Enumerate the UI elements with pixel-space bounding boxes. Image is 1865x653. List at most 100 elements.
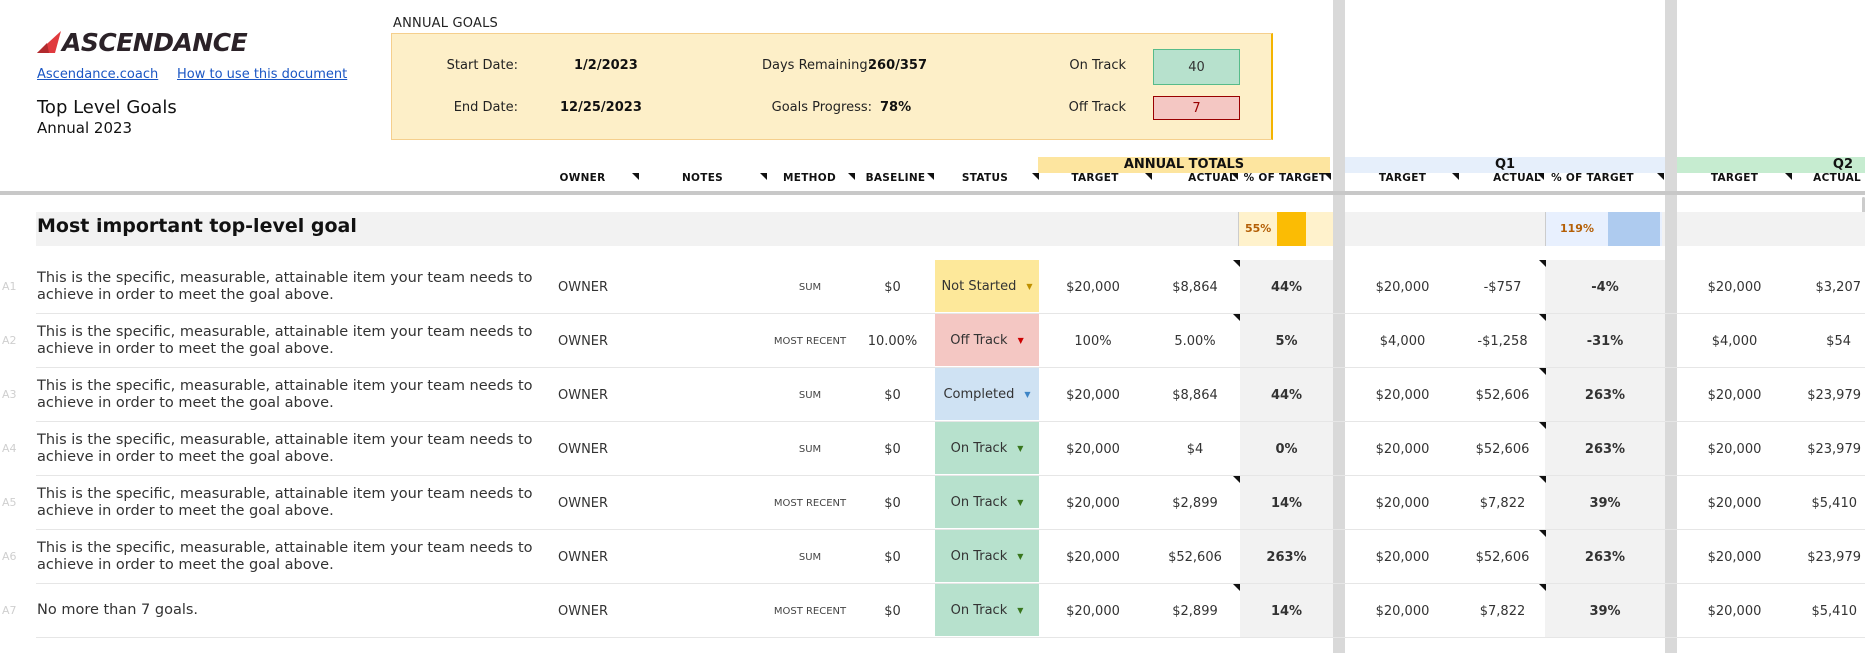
ascendance-coach-link[interactable]: Ascendance.coach xyxy=(37,67,159,82)
row-description[interactable]: This is the specific, measurable, attain… xyxy=(37,540,533,573)
row-description[interactable]: No more than 7 goals. xyxy=(37,602,199,618)
q1-target-cell[interactable]: $20,000 xyxy=(1375,279,1430,295)
end-date-value[interactable]: 12/25/2023 xyxy=(560,100,642,115)
annual-target-cell[interactable]: $20,000 xyxy=(1066,549,1120,565)
table-row[interactable]: A6 This is the specific, measurable, att… xyxy=(0,530,1865,584)
q2-actual-cell[interactable]: $23,979 xyxy=(1807,387,1861,403)
annual-actual-cell[interactable]: $2,899 xyxy=(1172,603,1218,619)
how-to-use-link[interactable]: How to use this document xyxy=(177,67,348,82)
col-notes[interactable]: NOTES xyxy=(681,172,724,184)
annual-actual-cell[interactable]: $4 xyxy=(1186,441,1204,457)
q1-target-cell[interactable]: $20,000 xyxy=(1375,441,1430,457)
q2-target-cell[interactable]: $4,000 xyxy=(1711,333,1758,349)
owner-cell[interactable]: OWNER xyxy=(558,549,609,565)
baseline-cell[interactable]: $0 xyxy=(884,495,901,511)
row-description[interactable]: This is the specific, measurable, attain… xyxy=(37,324,533,357)
q1-actual-cell[interactable]: $52,606 xyxy=(1475,549,1530,565)
q2-target-cell[interactable]: $20,000 xyxy=(1707,279,1762,295)
method-cell[interactable]: MOST RECENT xyxy=(773,335,847,347)
col-q2-actual[interactable]: ACTUAL xyxy=(1813,172,1861,184)
method-cell[interactable]: SUM xyxy=(798,281,822,293)
method-cell[interactable]: MOST RECENT xyxy=(773,497,847,509)
owner-cell[interactable]: OWNER xyxy=(558,333,609,349)
q1-actual-cell[interactable]: $52,606 xyxy=(1475,441,1530,457)
annual-actual-cell[interactable]: $8,864 xyxy=(1172,279,1218,295)
annual-actual-cell[interactable]: $8,864 xyxy=(1172,387,1218,403)
start-date-value[interactable]: 1/2/2023 xyxy=(574,58,638,73)
row-description[interactable]: This is the specific, measurable, attain… xyxy=(37,486,533,519)
q2-target-cell[interactable]: $20,000 xyxy=(1707,387,1762,403)
method-cell[interactable]: SUM xyxy=(798,443,822,455)
col-annual-actual[interactable]: ACTUAL xyxy=(1188,172,1236,184)
col-status[interactable]: STATUS xyxy=(961,172,1009,184)
goal-title[interactable]: Most important top-level goal xyxy=(37,215,357,237)
frozen-row-divider[interactable] xyxy=(0,191,1865,195)
annual-actual-cell[interactable]: $2,899 xyxy=(1172,495,1218,511)
q2-target-cell[interactable]: $20,000 xyxy=(1707,549,1762,565)
q1-target-cell[interactable]: $20,000 xyxy=(1375,387,1430,403)
col-owner[interactable]: OWNER xyxy=(559,172,606,184)
col-method[interactable]: METHOD xyxy=(782,172,836,184)
table-row[interactable]: A4 This is the specific, measurable, att… xyxy=(0,422,1865,476)
annual-actual-cell[interactable]: 5.00% xyxy=(1174,333,1216,349)
owner-cell[interactable]: OWNER xyxy=(558,495,609,511)
status-dropdown[interactable]: On Track ▼ xyxy=(935,422,1039,476)
q2-target-cell[interactable]: $20,000 xyxy=(1707,441,1762,457)
status-dropdown[interactable]: On Track ▼ xyxy=(935,476,1039,530)
status-dropdown[interactable]: Completed ▼ xyxy=(935,368,1039,422)
table-row[interactable]: A3 This is the specific, measurable, att… xyxy=(0,368,1865,422)
annual-target-cell[interactable]: $20,000 xyxy=(1066,387,1120,403)
baseline-cell[interactable]: $0 xyxy=(884,441,901,457)
row-description[interactable]: This is the specific, measurable, attain… xyxy=(37,432,533,465)
annual-target-cell[interactable]: $20,000 xyxy=(1066,603,1120,619)
q2-target-cell[interactable]: $20,000 xyxy=(1707,603,1762,619)
q2-actual-cell[interactable]: $23,979 xyxy=(1807,549,1861,565)
q2-actual-cell[interactable]: $5,410 xyxy=(1811,603,1858,619)
annual-target-cell[interactable]: $20,000 xyxy=(1066,441,1120,457)
q1-actual-cell[interactable]: $7,822 xyxy=(1479,495,1526,511)
row-description[interactable]: This is the specific, measurable, attain… xyxy=(37,378,533,411)
q1-target-cell[interactable]: $20,000 xyxy=(1375,549,1430,565)
method-cell[interactable]: SUM xyxy=(798,551,822,563)
col-q2-target[interactable]: TARGET xyxy=(1710,172,1759,184)
status-dropdown[interactable]: On Track ▼ xyxy=(935,530,1039,584)
status-dropdown[interactable]: Off Track ▼ xyxy=(935,314,1039,368)
col-annual-target[interactable]: TARGET xyxy=(1071,172,1119,184)
baseline-cell[interactable]: $0 xyxy=(884,387,901,403)
status-dropdown[interactable]: Not Started ▼ xyxy=(935,260,1039,314)
col-q1-target[interactable]: TARGET xyxy=(1378,172,1427,184)
owner-cell[interactable]: OWNER xyxy=(558,441,609,457)
status-dropdown[interactable]: On Track ▼ xyxy=(935,584,1039,638)
baseline-cell[interactable]: $0 xyxy=(884,603,901,619)
q1-target-cell[interactable]: $20,000 xyxy=(1375,495,1430,511)
q1-actual-cell[interactable]: $7,822 xyxy=(1479,603,1526,619)
col-baseline[interactable]: BASELINE xyxy=(865,172,926,184)
table-row[interactable]: A5 This is the specific, measurable, att… xyxy=(0,476,1865,530)
q1-target-cell[interactable]: $4,000 xyxy=(1379,333,1426,349)
method-cell[interactable]: SUM xyxy=(798,389,822,401)
col-annual-pct[interactable]: % OF TARGET xyxy=(1243,172,1327,184)
annual-target-cell[interactable]: 100% xyxy=(1074,333,1112,349)
owner-cell[interactable]: OWNER xyxy=(558,279,609,295)
q1-actual-cell[interactable]: -$1,258 xyxy=(1477,333,1528,349)
col-q1-pct[interactable]: % OF TARGET xyxy=(1551,172,1634,184)
q1-actual-cell[interactable]: $52,606 xyxy=(1475,387,1530,403)
row-description[interactable]: This is the specific, measurable, attain… xyxy=(37,270,533,303)
baseline-cell[interactable]: $0 xyxy=(884,549,901,565)
baseline-cell[interactable]: 10.00% xyxy=(867,333,918,349)
q2-actual-cell[interactable]: $54 xyxy=(1826,333,1851,349)
q2-actual-cell[interactable]: $5,410 xyxy=(1811,495,1858,511)
scrollbar-handle[interactable] xyxy=(1862,197,1865,221)
col-q1-actual[interactable]: ACTUAL xyxy=(1493,172,1541,184)
baseline-cell[interactable]: $0 xyxy=(884,279,901,295)
q2-target-cell[interactable]: $20,000 xyxy=(1707,495,1762,511)
q2-actual-cell[interactable]: $23,979 xyxy=(1807,441,1861,457)
owner-cell[interactable]: OWNER xyxy=(558,387,609,403)
table-row[interactable]: A2 This is the specific, measurable, att… xyxy=(0,314,1865,368)
table-row[interactable]: A1 This is the specific, measurable, att… xyxy=(0,260,1865,314)
method-cell[interactable]: MOST RECENT xyxy=(773,605,847,617)
q1-actual-cell[interactable]: -$757 xyxy=(1483,279,1522,295)
q1-target-cell[interactable]: $20,000 xyxy=(1375,603,1430,619)
annual-target-cell[interactable]: $20,000 xyxy=(1066,279,1120,295)
annual-actual-cell[interactable]: $52,606 xyxy=(1168,549,1222,565)
